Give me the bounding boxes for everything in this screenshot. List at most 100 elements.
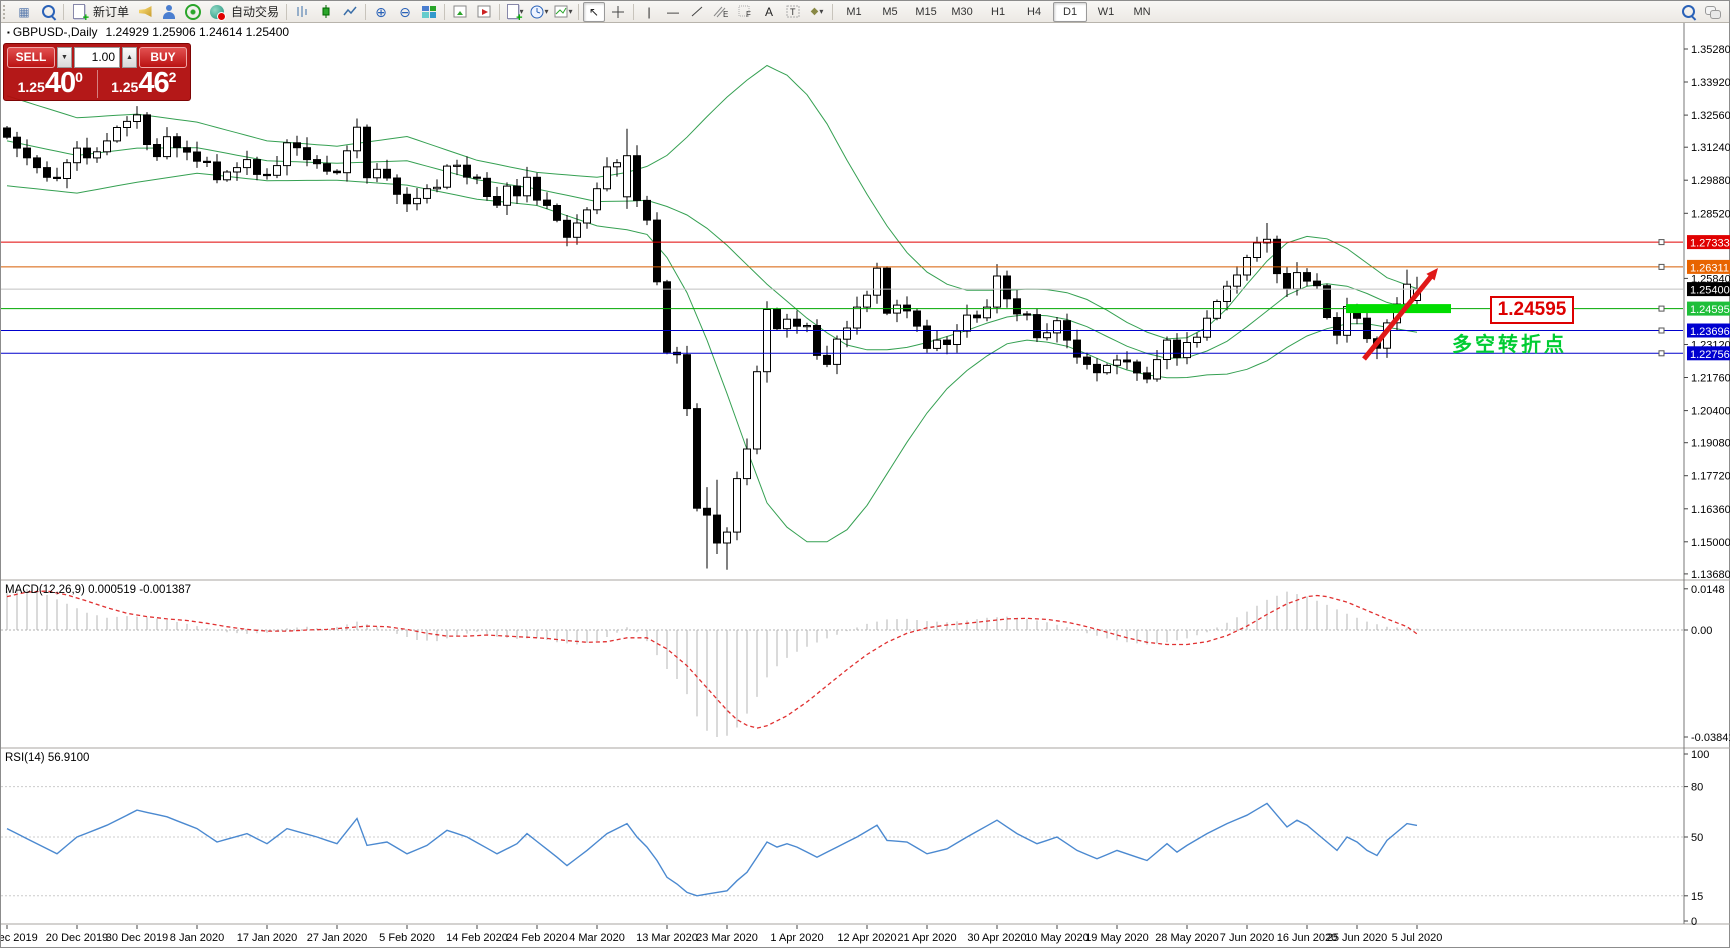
candle-body bbox=[863, 294, 871, 308]
date-tick-label: 8 Jan 2020 bbox=[170, 932, 224, 944]
crosshair-tool-button[interactable] bbox=[607, 2, 629, 22]
candle-body bbox=[653, 219, 661, 283]
price-tick-label: 1.15000 bbox=[1691, 537, 1730, 549]
candle-body bbox=[993, 275, 1001, 308]
price-tick-label: 1.13680 bbox=[1691, 569, 1730, 581]
price-tick-label: 1.35280 bbox=[1691, 44, 1730, 56]
price-badge-label: 1.22756 bbox=[1690, 349, 1730, 361]
shapes-tool-button[interactable]: ◆ ▾ bbox=[810, 5, 824, 17]
candle-body bbox=[243, 159, 251, 169]
toolbar-grip[interactable] bbox=[3, 4, 10, 19]
line-selection-handle[interactable] bbox=[1658, 350, 1665, 357]
cursor-tool-button[interactable]: ↖ bbox=[583, 1, 606, 22]
candle-body bbox=[1043, 332, 1051, 339]
zoom-out-button[interactable]: ⊖ bbox=[399, 3, 411, 20]
new-order-label[interactable]: 新订单 bbox=[93, 5, 130, 19]
candle-body bbox=[903, 304, 911, 312]
turning-point-note[interactable]: 多空转折点 bbox=[1452, 334, 1567, 356]
candle-body bbox=[393, 177, 401, 195]
chat-icon[interactable] bbox=[1701, 2, 1723, 22]
volume-input[interactable]: 1.00 bbox=[74, 46, 120, 68]
candle-body bbox=[1123, 359, 1131, 363]
candle-body bbox=[873, 267, 881, 296]
candle-body bbox=[1163, 339, 1171, 361]
sell-price-display[interactable]: 1.25 40 0 bbox=[4, 68, 97, 100]
candle-body bbox=[293, 142, 301, 149]
volume-increase-button[interactable]: ▲ bbox=[122, 46, 137, 68]
zoom-in-button[interactable]: ⊕ bbox=[375, 3, 387, 20]
date-tick-label: 19 May 2020 bbox=[1085, 932, 1149, 944]
price-badge-label: 1.27333 bbox=[1690, 238, 1730, 250]
timeframe-button-d1[interactable]: D1 bbox=[1053, 1, 1088, 22]
contacts-icon[interactable] bbox=[158, 2, 180, 22]
timeframe-button-m1[interactable]: M1 bbox=[846, 5, 862, 18]
candle-body bbox=[373, 168, 381, 179]
candle-body bbox=[533, 176, 541, 201]
line-selection-handle[interactable] bbox=[1658, 239, 1665, 246]
text-tool-button[interactable]: A bbox=[765, 4, 774, 19]
auto-arrange-icon[interactable] bbox=[449, 2, 471, 22]
timeframe-button-m30[interactable]: M30 bbox=[951, 5, 973, 18]
timeframe-button-w1[interactable]: W1 bbox=[1097, 5, 1115, 18]
timeframe-button-h1[interactable]: H1 bbox=[991, 5, 1006, 18]
price-tick-label: 1.17720 bbox=[1691, 471, 1730, 483]
timeframe-button-h4[interactable]: H4 bbox=[1027, 5, 1042, 18]
fibonacci-tool-button[interactable]: E bbox=[710, 2, 732, 22]
buy-price-display[interactable]: 1.25 46 2 bbox=[98, 68, 191, 100]
new-order-button[interactable]: + bbox=[68, 2, 90, 24]
macd-indicator-label: MACD(12,26,9) 0.000519 -0.001387 bbox=[5, 584, 192, 596]
line-selection-handle[interactable] bbox=[1658, 305, 1665, 312]
chart-shift-icon[interactable] bbox=[473, 2, 495, 22]
candle-body bbox=[613, 162, 621, 168]
rsi-indicator-label: RSI(14) 56.9100 bbox=[5, 752, 90, 764]
signal-icon[interactable] bbox=[182, 2, 204, 22]
chart-window-icon[interactable]: ▦ bbox=[18, 4, 30, 19]
candle-body bbox=[1313, 280, 1321, 287]
candle-body bbox=[1363, 317, 1371, 340]
candle-body bbox=[603, 166, 611, 190]
date-tick-label: 16 Jun 2020 bbox=[1277, 932, 1338, 944]
price-badge-label: 1.24595 bbox=[1690, 304, 1730, 316]
trend-arrow-head[interactable] bbox=[1426, 268, 1438, 281]
news-horn-icon[interactable] bbox=[134, 2, 156, 22]
volume-decrease-button[interactable]: ▼ bbox=[57, 46, 72, 68]
trendline-tool-button[interactable] bbox=[686, 2, 708, 22]
buy-price-sup: 2 bbox=[168, 69, 177, 85]
date-tick-label: 30 Apr 2020 bbox=[967, 932, 1026, 944]
autotrading-icon[interactable] bbox=[206, 2, 228, 22]
indicators-button[interactable]: + ▾ bbox=[504, 2, 526, 24]
price-callout-label[interactable]: 1.24595 bbox=[1490, 296, 1574, 324]
candle-body bbox=[353, 126, 361, 152]
candle-body bbox=[303, 147, 311, 161]
candle-body bbox=[363, 126, 371, 179]
timeframe-button-mn[interactable]: MN bbox=[1133, 5, 1151, 18]
line-selection-handle[interactable] bbox=[1658, 327, 1665, 334]
bar-chart-mode-button[interactable] bbox=[291, 2, 313, 22]
sell-button[interactable]: SELL bbox=[7, 46, 55, 68]
candle-body bbox=[103, 140, 111, 153]
price-badge bbox=[1687, 323, 1730, 338]
search-icon[interactable] bbox=[1677, 2, 1699, 22]
line-chart-mode-button[interactable] bbox=[339, 2, 361, 22]
print-preview-icon[interactable] bbox=[37, 2, 59, 22]
periods-button[interactable]: ▾ bbox=[528, 2, 550, 22]
trend-arrow-shaft[interactable] bbox=[1362, 272, 1435, 361]
hline-tool-button[interactable]: — bbox=[667, 4, 680, 19]
candle-body bbox=[1113, 359, 1121, 366]
candle-body bbox=[933, 339, 941, 349]
vline-tool-button[interactable]: | bbox=[647, 4, 651, 19]
one-click-trade-panel: SELL ▼ 1.00 ▲ BUY 1.25 40 0 1.25 46 2 bbox=[3, 43, 191, 101]
tile-windows-icon[interactable] bbox=[418, 2, 440, 22]
buy-button[interactable]: BUY bbox=[139, 46, 187, 68]
label-tool-button[interactable]: T bbox=[782, 2, 804, 22]
timeframe-button-m15[interactable]: M15 bbox=[915, 5, 937, 18]
autotrading-label[interactable]: 自动交易 bbox=[231, 5, 280, 19]
templates-button[interactable]: ▾ bbox=[552, 2, 574, 22]
candle-chart-mode-button[interactable] bbox=[315, 2, 337, 22]
timeframe-button-m5[interactable]: M5 bbox=[882, 5, 898, 18]
support-highlight-bar[interactable] bbox=[1346, 304, 1451, 314]
line-selection-handle[interactable] bbox=[1658, 263, 1665, 270]
grid-tool-button[interactable]: F bbox=[734, 2, 756, 22]
candle-body bbox=[73, 147, 81, 164]
